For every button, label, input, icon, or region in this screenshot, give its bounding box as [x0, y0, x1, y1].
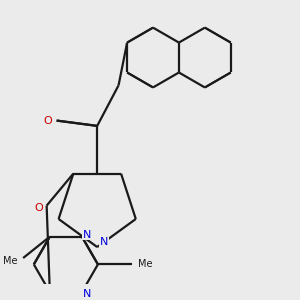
Text: N: N: [83, 289, 92, 299]
Text: Me: Me: [3, 256, 18, 266]
Text: N: N: [99, 237, 108, 247]
Text: N: N: [83, 230, 92, 239]
Text: Me: Me: [138, 260, 152, 269]
Text: O: O: [35, 203, 44, 213]
Text: O: O: [44, 116, 52, 126]
